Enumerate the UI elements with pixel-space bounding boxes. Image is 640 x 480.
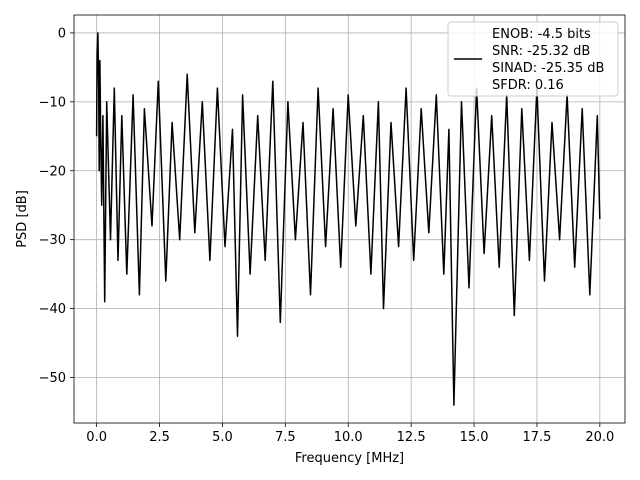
y-tick-label: −50 — [39, 371, 66, 386]
legend-entry-enob: ENOB: -4.5 bits — [492, 27, 591, 42]
x-tick-label: 20.0 — [585, 430, 614, 445]
y-tick-label: 0 — [58, 26, 66, 41]
x-tick-label: 15.0 — [460, 430, 489, 445]
x-tick-label: 5.0 — [212, 430, 233, 445]
x-axis-label: Frequency [MHz] — [295, 451, 404, 466]
x-tick-label: 12.5 — [397, 430, 426, 445]
plot-frame — [73, 14, 626, 424]
y-tick-label: −30 — [39, 233, 66, 248]
psd-series-line — [95, 32, 601, 406]
x-tick-label: 10.0 — [334, 430, 363, 445]
series-layer — [95, 32, 601, 406]
y-axis-label: PSD [dB] — [15, 190, 30, 248]
x-tick-label: 0.0 — [86, 430, 107, 445]
y-tick-label: −40 — [39, 302, 66, 317]
legend-box — [447, 21, 619, 97]
legend-entry-sinad: SINAD: -25.35 dB — [492, 61, 604, 76]
x-tick-label: 17.5 — [522, 430, 551, 445]
x-axis: 0.0 2.5 5.0 7.5 10.0 12.5 15.0 17.5 20.0 — [86, 423, 614, 445]
y-tick-label: −10 — [39, 95, 66, 110]
legend: ENOB: -4.5 bits SNR: -25.32 dB SINAD: -2… — [447, 21, 619, 97]
y-tick-label: −20 — [39, 164, 66, 179]
legend-entry-snr: SNR: -25.32 dB — [492, 44, 590, 59]
y-axis: 0 −10 −20 −30 −40 −50 — [39, 26, 74, 386]
legend-entry-sfdr: SFDR: 0.16 — [492, 78, 564, 93]
x-tick-label: 2.5 — [149, 430, 170, 445]
x-tick-label: 7.5 — [275, 430, 296, 445]
